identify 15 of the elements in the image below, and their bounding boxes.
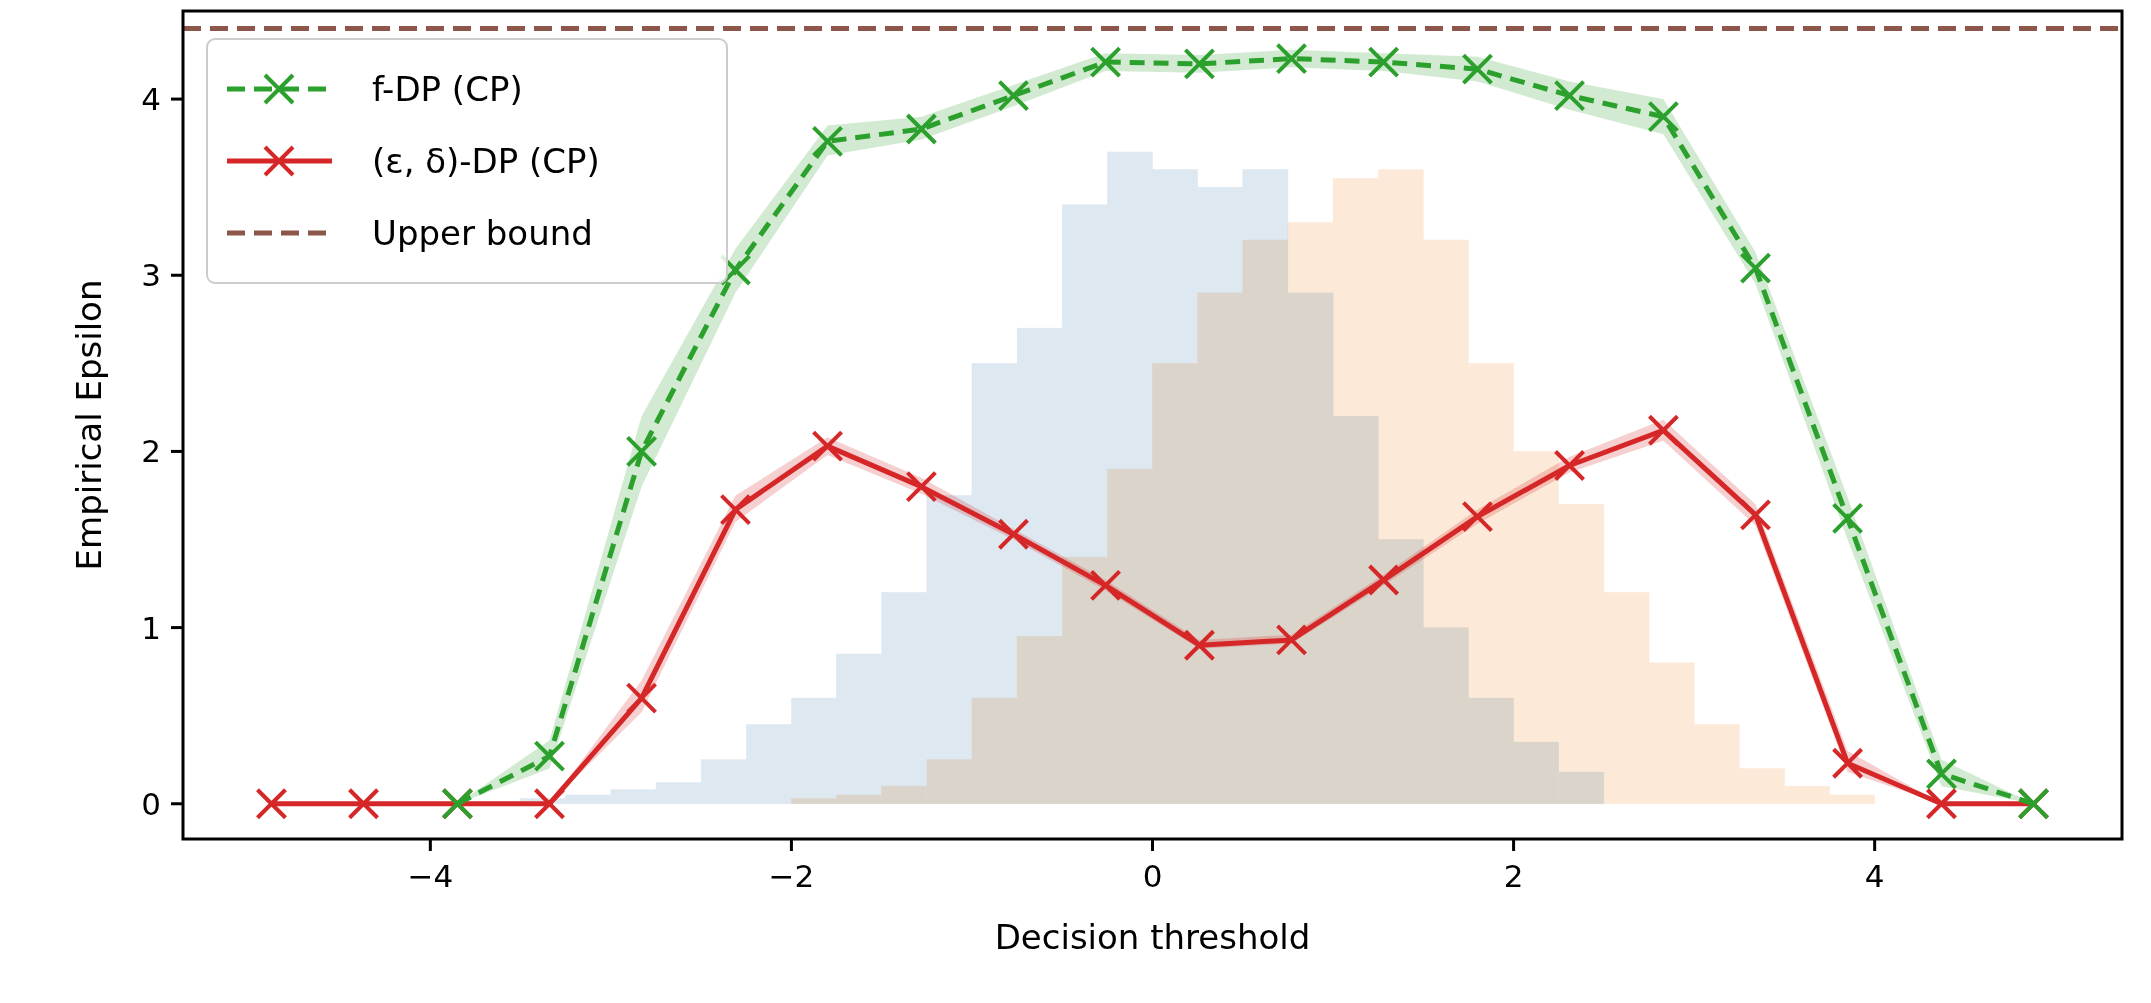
y-tick-label: 0 <box>141 785 161 822</box>
x-tick-label: −2 <box>768 858 815 894</box>
x-tick-label: 2 <box>1503 858 1524 894</box>
y-tick-label: 4 <box>141 81 161 118</box>
legend-label: f-DP (CP) <box>372 69 523 109</box>
y-tick-label: 2 <box>141 433 161 470</box>
x-tick-label: 4 <box>1864 858 1885 894</box>
y-tick-label: 1 <box>141 609 161 646</box>
x-tick-label: 0 <box>1142 858 1163 894</box>
y-axis-title: Empirical Epsilon <box>69 279 109 571</box>
legend-label: (ε, δ)-DP (CP) <box>372 141 600 181</box>
legend-label: Upper bound <box>372 213 593 253</box>
x-tick-label: −4 <box>407 858 454 894</box>
y-tick-label: 3 <box>141 257 161 294</box>
x-axis-title: Decision threshold <box>994 917 1311 957</box>
